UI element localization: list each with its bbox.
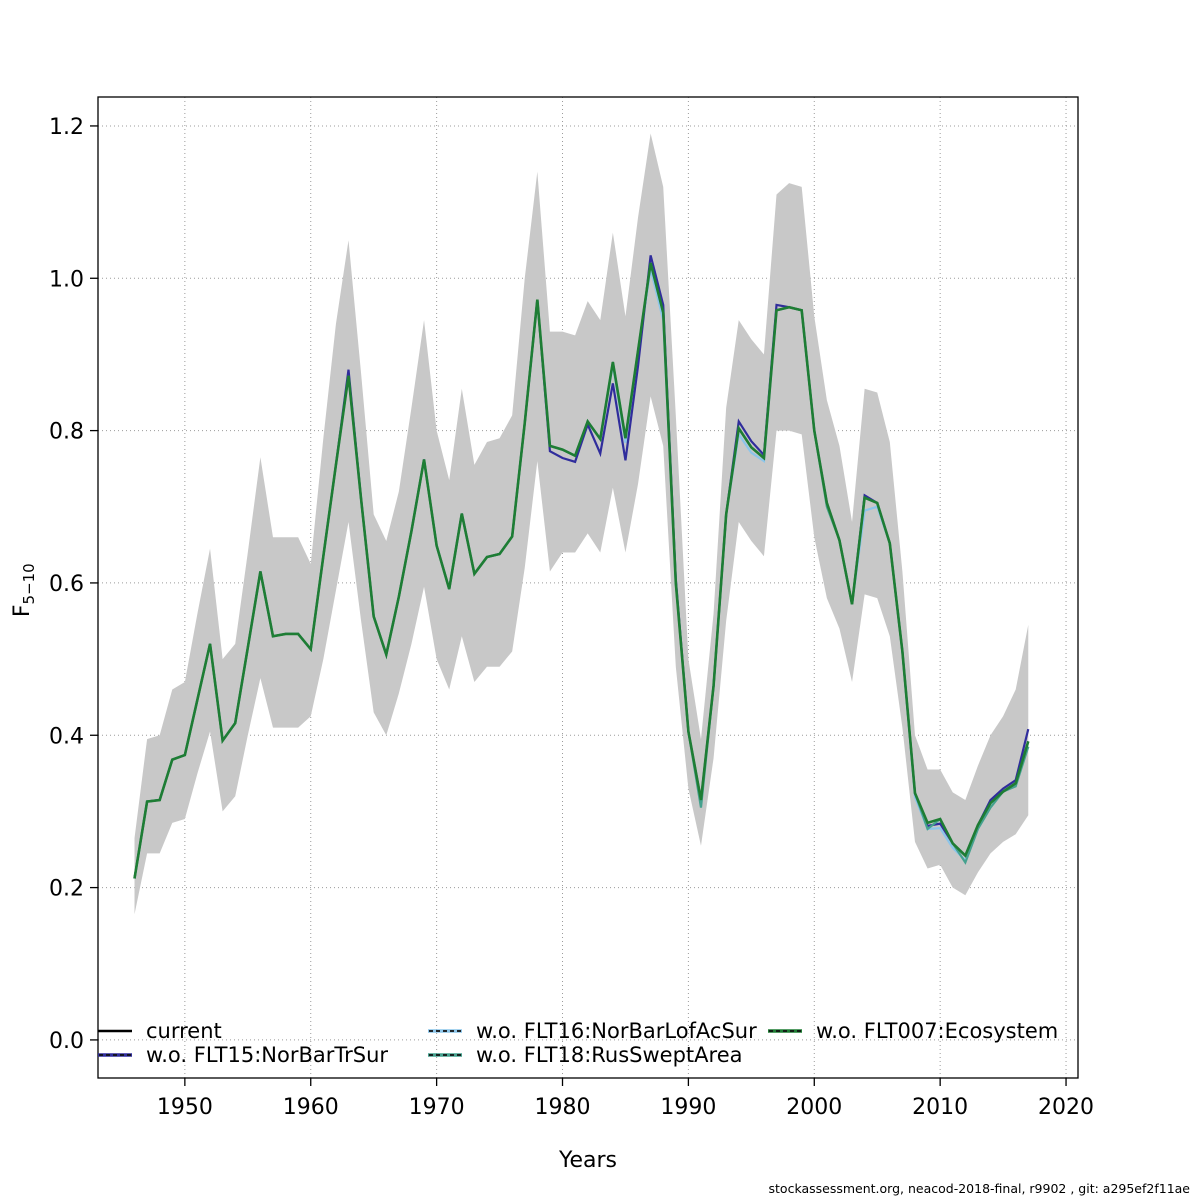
- x-tick-label: 1990: [660, 1095, 716, 1120]
- x-tick-label: 1970: [409, 1095, 465, 1120]
- y-tick-label: 0.0: [49, 1029, 84, 1054]
- legend-swatch-line: [98, 1053, 132, 1057]
- legend-label: w.o. FLT18:RusSweptArea: [476, 1043, 743, 1067]
- y-tick-label: 0.2: [49, 877, 84, 902]
- y-tick-label: 0.8: [49, 420, 84, 445]
- legend-swatch-line: [98, 1029, 132, 1033]
- y-axis-label-subscript: 5−10: [20, 563, 39, 605]
- legend-swatch-line: [428, 1029, 462, 1033]
- legend-item-current: current: [98, 1019, 222, 1043]
- x-tick-label: 1960: [283, 1095, 339, 1120]
- y-axis-label: F5−10: [9, 563, 39, 618]
- legend-item-flt007: w.o. FLT007:Ecosystem: [768, 1019, 1058, 1043]
- legend-label: current: [146, 1019, 222, 1043]
- x-tick-label: 2010: [912, 1095, 968, 1120]
- y-tick-label: 1.2: [49, 115, 84, 140]
- y-tick-label: 0.6: [49, 572, 84, 597]
- x-tick-label: 2020: [1038, 1095, 1094, 1120]
- source-caption: stockassessment.org, neacod-2018-final, …: [768, 1181, 1190, 1196]
- confidence-band: [134, 133, 1029, 915]
- legend-label: w.o. FLT16:NorBarLofAcSur: [476, 1019, 757, 1043]
- x-tick-label: 2000: [786, 1095, 842, 1120]
- legend-item-flt15: w.o. FLT15:NorBarTrSur: [98, 1043, 388, 1067]
- series-line-5: [133, 262, 1030, 879]
- y-tick-label: 0.4: [49, 724, 84, 749]
- x-tick-label: 1950: [157, 1095, 213, 1120]
- x-tick-label: 1980: [535, 1095, 591, 1120]
- plot-border: [97, 96, 1079, 1079]
- legend-item-flt16: w.o. FLT16:NorBarLofAcSur: [428, 1019, 757, 1043]
- legend-item-flt18: w.o. FLT18:RusSweptArea: [428, 1043, 742, 1067]
- legend-label: w.o. FLT15:NorBarTrSur: [146, 1043, 389, 1067]
- legend-swatch-line: [428, 1053, 462, 1057]
- x-axis-label: Years: [558, 1148, 618, 1173]
- legend-swatch-line: [768, 1029, 802, 1033]
- legend-label: w.o. FLT007:Ecosystem: [816, 1019, 1059, 1043]
- y-tick-label: 1.0: [49, 267, 84, 292]
